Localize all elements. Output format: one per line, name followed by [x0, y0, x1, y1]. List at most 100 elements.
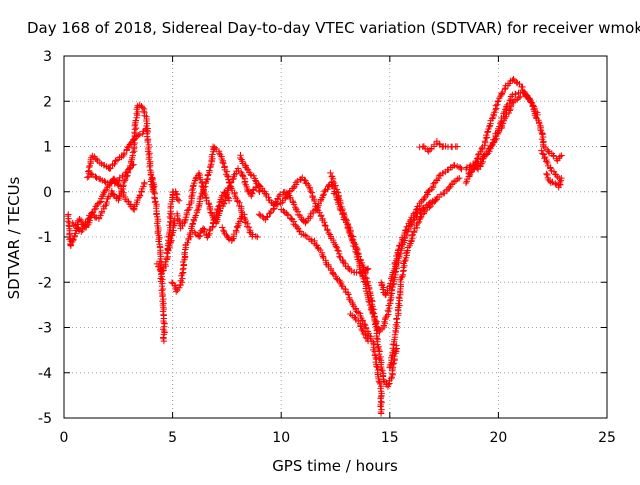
data-point: [146, 163, 153, 171]
data-point: [489, 115, 496, 122]
data-point: [243, 165, 251, 173]
data-point: [473, 155, 481, 162]
data-point: [293, 206, 300, 214]
data-point: [383, 312, 390, 320]
data-point: [426, 146, 434, 154]
data-point: [514, 96, 521, 103]
data-point: [433, 138, 441, 145]
data-point: [387, 375, 395, 382]
data-point: [319, 192, 327, 199]
data-point: [360, 275, 367, 282]
y-tick-label: -1: [38, 230, 52, 246]
data-point: [393, 315, 400, 322]
data-point: [371, 314, 378, 321]
data-point: [303, 180, 310, 187]
data-point: [173, 288, 180, 295]
data-point: [212, 215, 219, 222]
data-point: [410, 228, 418, 235]
x-tick-label: 20: [489, 430, 507, 446]
data-point: [431, 198, 438, 206]
data-point: [543, 170, 550, 178]
data-point: [168, 279, 176, 286]
data-point: [247, 171, 254, 178]
data-point: [395, 245, 402, 253]
data-point: [534, 111, 541, 119]
data-point: [140, 108, 148, 115]
data-point: [328, 181, 335, 188]
data-point: [329, 270, 336, 277]
data-point: [134, 112, 141, 119]
data-point: [543, 158, 550, 165]
data-point: [89, 208, 97, 216]
data-point: [379, 286, 387, 293]
y-tick-label: 0: [43, 185, 52, 201]
data-point: [453, 143, 461, 150]
data-point: [486, 123, 493, 130]
data-point: [184, 239, 191, 246]
data-point: [478, 145, 485, 152]
data-point: [481, 138, 489, 145]
x-tick-label: 10: [272, 430, 290, 446]
data-point: [558, 152, 565, 159]
data-point: [327, 169, 334, 177]
data-point: [294, 177, 301, 185]
data-point: [360, 330, 367, 338]
data-point: [549, 178, 556, 186]
data-point: [222, 190, 229, 197]
data-point: [186, 204, 194, 211]
data-point: [332, 243, 340, 250]
data-point: [200, 225, 207, 232]
data-point: [414, 219, 421, 227]
data-point: [357, 268, 365, 275]
data-point: [335, 195, 342, 202]
data-point: [398, 274, 405, 281]
data-point: [179, 270, 186, 277]
data-point: [529, 102, 537, 109]
data-point: [394, 319, 401, 326]
data-point: [393, 255, 401, 262]
grid-lines: [64, 56, 607, 418]
data-point: [155, 238, 162, 245]
data-point: [120, 178, 128, 186]
data-point: [302, 232, 309, 239]
data-point: [457, 164, 464, 171]
data-point: [348, 267, 355, 275]
data-point: [220, 227, 227, 234]
data-point: [556, 153, 564, 160]
data-point: [96, 199, 103, 206]
data-point: [302, 218, 309, 226]
data-point: [142, 126, 149, 133]
y-tick-label: -3: [38, 321, 52, 337]
data-point: [454, 175, 461, 183]
data-point: [386, 283, 393, 290]
data-point: [211, 144, 218, 151]
data-point: [501, 85, 508, 93]
data-point: [188, 187, 196, 194]
data-point: [254, 233, 261, 241]
data-point: [346, 230, 354, 237]
y-tick-label: 2: [43, 94, 52, 110]
data-point: [375, 378, 383, 385]
data-point: [260, 214, 267, 222]
data-point: [219, 159, 226, 166]
data-point: [209, 151, 216, 158]
data-point: [426, 204, 433, 211]
data-point: [425, 148, 432, 155]
data-point: [219, 224, 226, 231]
axis-ticks: 0 5 10 15 20 25 -5 -4 -3 -2 -1 0 1 2 3: [38, 49, 616, 446]
data-point: [359, 327, 366, 334]
data-point: [321, 219, 328, 226]
data-point: [307, 236, 315, 243]
data-point: [422, 192, 430, 200]
data-point: [435, 172, 443, 180]
data-point: [174, 196, 181, 203]
x-axis-label: GPS time / hours: [272, 457, 398, 475]
data-point: [345, 291, 352, 298]
data-point: [364, 265, 372, 272]
data-point: [135, 132, 142, 139]
x-tick-label: 25: [598, 430, 616, 446]
data-point: [107, 179, 115, 187]
data-point: [92, 173, 99, 180]
plot-frame: [63, 55, 608, 419]
data-point: [385, 381, 392, 388]
